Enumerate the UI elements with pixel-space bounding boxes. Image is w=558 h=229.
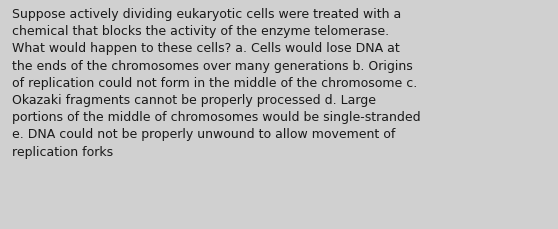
Text: Suppose actively dividing eukaryotic cells were treated with a
chemical that blo: Suppose actively dividing eukaryotic cel…	[12, 8, 421, 158]
